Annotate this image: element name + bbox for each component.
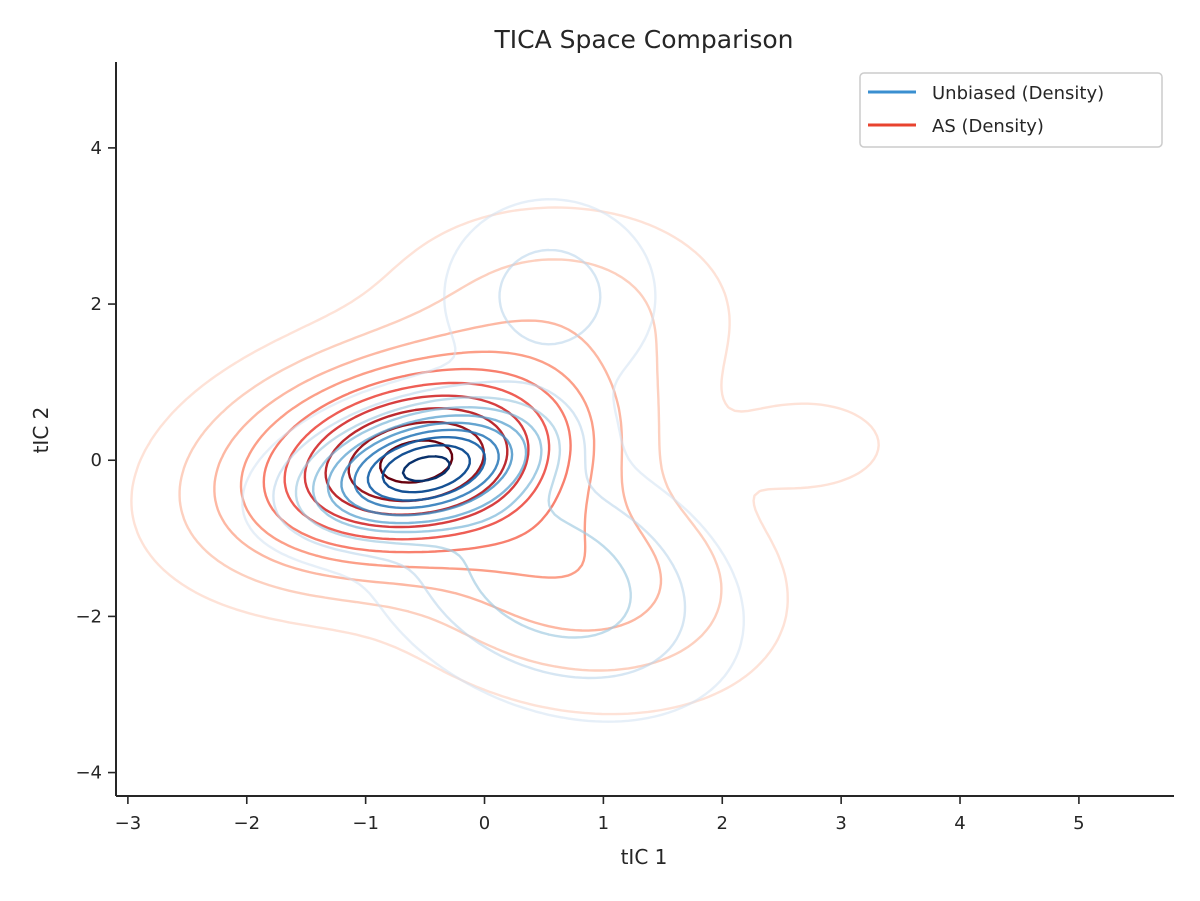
y-tick-label: 4: [91, 138, 102, 159]
contour-line: [401, 455, 451, 483]
y-tick-label: −2: [75, 606, 102, 627]
y-tick-label: −4: [75, 763, 102, 784]
contour-line: [303, 394, 530, 529]
x-tick-label: 4: [954, 813, 965, 834]
contour-series-as: [130, 206, 880, 716]
y-axis-label: tIC 2: [29, 407, 53, 454]
x-tick-label: 1: [598, 813, 609, 834]
x-tick-label: 5: [1073, 813, 1084, 834]
contour-line: [381, 444, 471, 494]
y-tick-label: 2: [91, 294, 102, 315]
plot-area: [130, 198, 880, 723]
contour-line: [130, 206, 880, 716]
x-tick-label: 2: [717, 813, 728, 834]
x-axis-ticks: −3 −2 −1 0 1 2 3 4 5: [115, 796, 1085, 834]
contour-line: [340, 421, 514, 517]
x-tick-label: 0: [479, 813, 490, 834]
contour-line: [366, 436, 487, 502]
contour-series-unbiased: [241, 198, 745, 723]
contour-line: [353, 428, 500, 510]
contour-line: [241, 198, 745, 723]
chart-title: TICA Space Comparison: [494, 25, 794, 54]
legend-frame: [859, 72, 1163, 148]
contour-line: [283, 381, 551, 541]
contour-line: [326, 414, 528, 525]
contour-line: [312, 406, 543, 534]
y-tick-label: 0: [91, 450, 102, 471]
contour-line: [294, 396, 632, 639]
x-tick-label: −2: [233, 813, 260, 834]
legend-label-unbiased: Unbiased (Density): [932, 83, 1104, 104]
x-tick-label: −3: [115, 813, 142, 834]
contour-line: [272, 248, 687, 680]
y-axis-ticks: −4 −2 0 2 4: [75, 138, 116, 784]
x-tick-label: 3: [835, 813, 846, 834]
legend: Unbiased (Density) AS (Density): [859, 72, 1163, 148]
contour-line: [262, 367, 572, 554]
x-tick-label: −1: [352, 813, 379, 834]
contour-line: [178, 258, 723, 672]
x-axis-label: tIC 1: [621, 845, 668, 869]
legend-label-as: AS (Density): [932, 116, 1044, 137]
